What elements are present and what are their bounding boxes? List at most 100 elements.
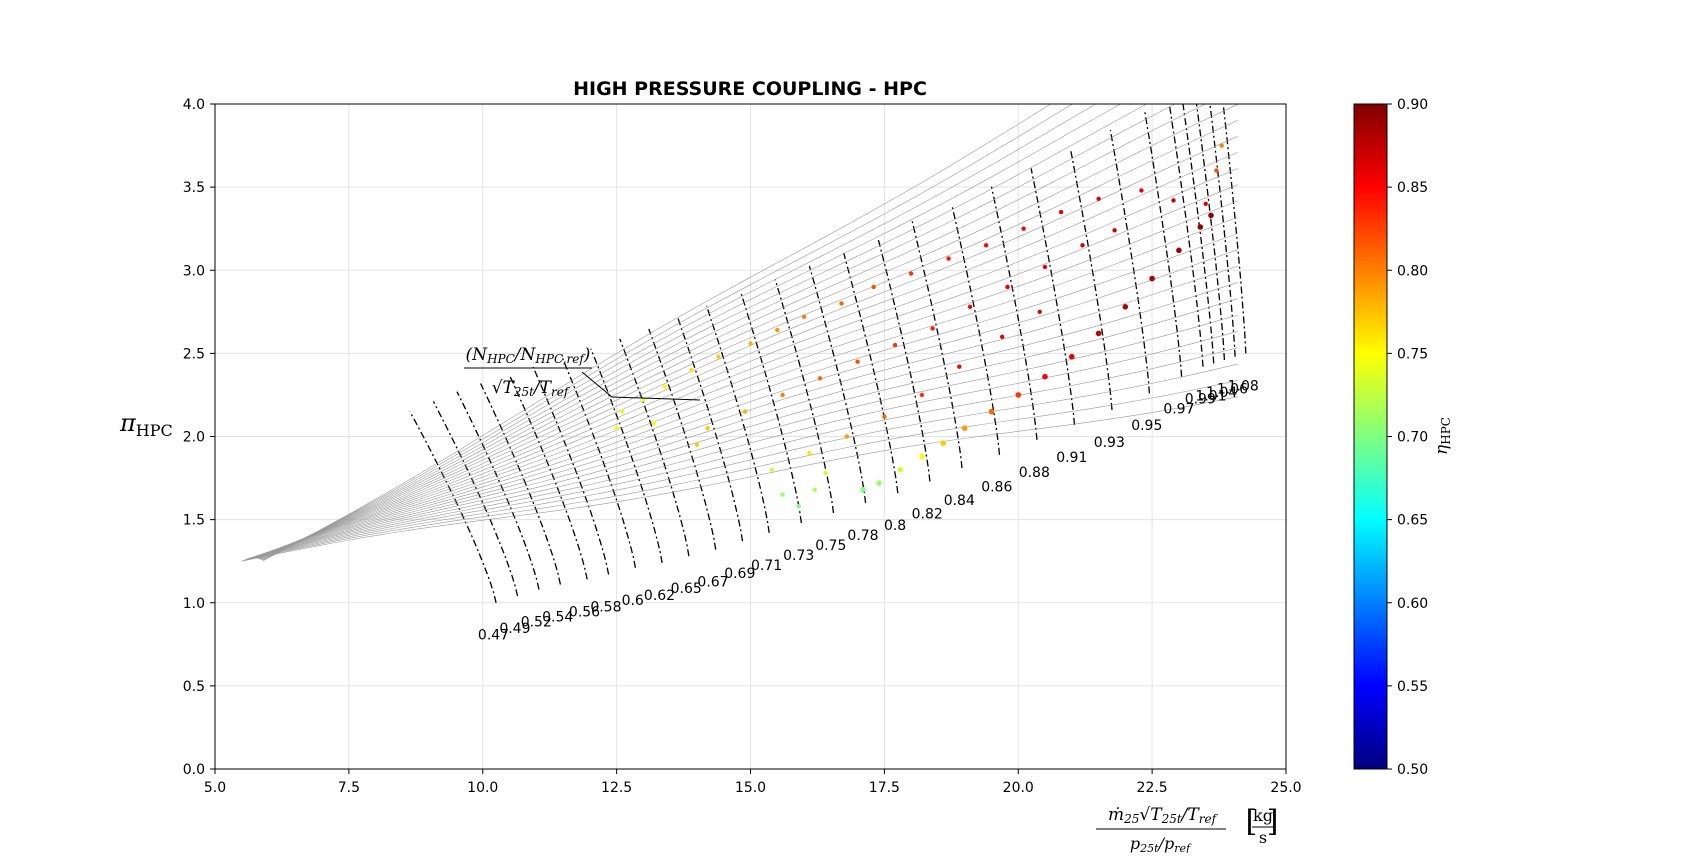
map-line [243,363,1238,561]
speed-label: 0.52 [521,614,552,630]
operating-point [988,408,995,415]
map-line [257,104,1207,559]
speed-line [740,292,803,524]
map-point [919,392,925,398]
x-ticks-layer: 5.0 7.5 10.0 12.5 15.0 17.5 20.0 22.5 25.0 [204,769,1302,796]
colorbar-tick-label: 0.75 [1397,346,1428,362]
speed-label: 1.04 [1206,385,1237,401]
speed-line [990,186,1038,440]
map-point [1080,243,1085,248]
speed-line [843,252,899,494]
map-line [247,282,1238,559]
map-point [1042,264,1048,270]
x-label-unit-denominator: s [1259,828,1267,847]
x-tick-label: 5.0 [204,780,226,796]
map-line [261,104,1097,561]
speed-label: 1.01 [1195,388,1226,404]
speed-label: 1.08 [1228,378,1259,394]
operating-point [1208,212,1214,219]
x-tick-label: 7.5 [338,780,360,796]
speed-line [480,383,562,585]
map-point [807,450,812,456]
map-point [1112,228,1117,233]
map-line [246,314,1238,560]
map-point [1000,334,1005,339]
speed-label: 0.6 [622,593,644,609]
speed-line [774,279,835,514]
map-point [614,426,619,431]
speed-label: 0.71 [751,558,782,574]
map-point [839,301,844,306]
colorbar-tick-label: 0.65 [1397,513,1428,529]
map-line [255,136,1238,559]
x-label-numerator: ṁ25√T25t/Tref [1108,805,1219,826]
operating-point [1149,275,1155,282]
map-point [1005,284,1010,290]
y-tick-label: 3.0 [183,263,205,279]
map-point [775,327,780,333]
speed-line [508,374,588,580]
map-point [716,354,721,359]
x-tick-label: 15.0 [735,780,766,796]
chart-title: HIGH PRESSURE COUPLING - HPC [573,78,927,100]
map-point [882,414,887,419]
operating-point [919,453,925,460]
speed-line [456,391,540,590]
y-tick-label: 1.0 [183,596,205,612]
y-tick-label: 2.5 [183,346,205,362]
map-line [245,331,1238,560]
map-point [908,271,914,276]
map-point [662,384,667,389]
x-axis-label: ṁ25√T25t/Tref p25t/pref [ ] kg s [1096,804,1279,855]
speed-line [648,328,717,550]
operating-point [860,486,866,493]
speed-label: 0.78 [847,528,878,544]
map-line [253,168,1238,559]
x-tick-label: 22.5 [1137,780,1168,796]
speed-label: 0.97 [1163,402,1194,418]
speed-label: 0.65 [671,581,702,597]
speed-line [951,204,1001,455]
map-point [769,467,775,472]
colorbar-tick-label: 0.60 [1397,596,1428,612]
speed-label: 0.86 [981,480,1012,496]
operating-point [940,440,947,447]
colorbar-label: ηHPC [1432,417,1453,455]
operating-point [1197,224,1204,230]
speed-line [1222,104,1247,354]
operating-point [897,467,904,473]
map-point [1096,196,1101,201]
speed-line [532,366,610,575]
map-point [1203,201,1208,206]
map-point [983,243,989,248]
map-line [260,104,1122,560]
speed-label: 0.8 [884,518,906,534]
y-tick-label: 2.0 [183,430,205,446]
y-tick-label: 0.0 [183,762,205,778]
colorbar: 0.50 0.55 0.60 0.65 0.70 0.75 0.80 0.85 0.90 ηHP… [1353,97,1453,778]
speed-line [1182,104,1215,364]
speed-label: 0.73 [783,548,814,564]
speed-line [590,348,663,564]
operating-point [1095,330,1102,337]
x-label-denominator: p25t/pref [1130,834,1192,853]
map-line [256,120,1238,559]
x-label-unit: [ ] [1246,804,1279,839]
speed-label: 0.75 [815,538,846,554]
speed-label: 0.47 [478,628,509,644]
map-point [1171,198,1176,203]
x-tick-label: 12.5 [601,780,632,796]
operating-point [1015,392,1022,398]
map-point [855,359,860,364]
speed-label: 0.67 [697,575,728,591]
speed-line [619,338,690,557]
map-point [1058,209,1064,215]
speed-label: 0.84 [944,493,975,509]
x-tick-label: 17.5 [869,780,900,796]
operating-point [1042,373,1048,380]
map-point [780,392,785,398]
x-tick-label: 25.0 [1270,780,1301,796]
annotation-leader-line [581,371,613,398]
